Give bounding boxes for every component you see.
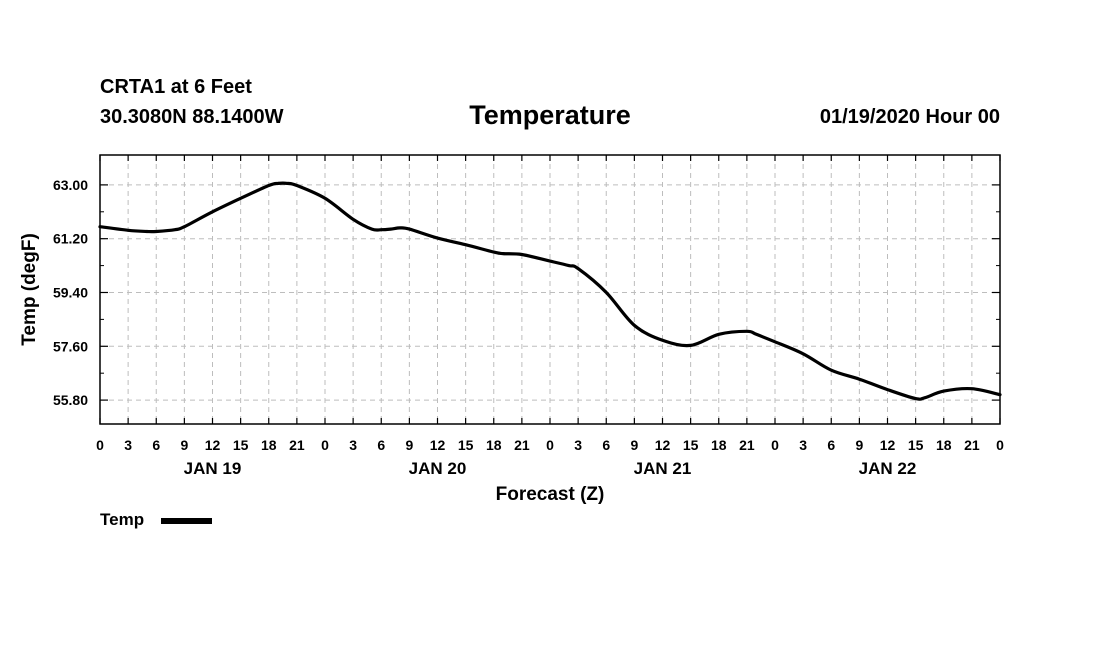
- x-tick-label: 9: [180, 437, 188, 453]
- day-label: JAN 19: [184, 459, 242, 478]
- y-axis-title: Temp (degF): [19, 233, 40, 346]
- axis-labels: 0 3 6 9 12 15 18 21 0 3 6 9 12 15 18 21 0 3 6 9 12 15 18 21 0 3 6 9…: [19, 177, 1004, 505]
- y-tick-label: 55.80: [53, 392, 88, 408]
- x-tick-label: 15: [683, 437, 699, 453]
- x-axis-title: Forecast (Z): [496, 484, 605, 505]
- x-tick-label: 9: [855, 437, 863, 453]
- x-tick-label: 0: [96, 437, 104, 453]
- x-tick-label: 3: [574, 437, 582, 453]
- day-label: JAN 21: [634, 459, 692, 478]
- x-tick-label: 0: [546, 437, 554, 453]
- y-tick-label: 59.40: [53, 284, 88, 300]
- x-tick-label: 12: [430, 437, 446, 453]
- y-tick-label: 57.60: [53, 338, 88, 354]
- axis-ticks: [99, 155, 1001, 424]
- x-tick-label: 18: [711, 437, 727, 453]
- chart-title: Temperature: [469, 100, 631, 130]
- x-tick-label: 15: [233, 437, 249, 453]
- x-tick-label: 21: [964, 437, 980, 453]
- x-tick-label: 6: [377, 437, 385, 453]
- forecast-datetime: 01/19/2020 Hour 00: [819, 106, 1000, 128]
- day-label: JAN 22: [859, 459, 917, 478]
- x-tick-label: 18: [261, 437, 277, 453]
- x-tick-label: 6: [152, 437, 160, 453]
- x-tick-label: 3: [799, 437, 807, 453]
- x-tick-label: 21: [289, 437, 305, 453]
- x-tick-label: 12: [880, 437, 896, 453]
- grid: [100, 155, 1000, 424]
- station-label: CRTA1 at 6 Feet: [100, 76, 252, 98]
- day-label: JAN 20: [409, 459, 467, 478]
- x-tick-label: 12: [655, 437, 671, 453]
- x-tick-label: 15: [908, 437, 924, 453]
- x-tick-label: 0: [771, 437, 779, 453]
- x-tick-label: 0: [321, 437, 329, 453]
- legend-label: Temp: [100, 510, 144, 529]
- legend: Temp: [100, 510, 212, 529]
- series-line-temp: [98, 181, 1002, 401]
- y-tick-label: 63.00: [53, 177, 88, 193]
- x-tick-label: 0: [996, 437, 1004, 453]
- x-tick-label: 6: [602, 437, 610, 453]
- x-tick-label: 3: [349, 437, 357, 453]
- x-tick-label: 12: [205, 437, 221, 453]
- series-layer: [98, 181, 1002, 401]
- x-tick-label: 9: [405, 437, 413, 453]
- x-tick-label: 9: [630, 437, 638, 453]
- x-tick-label: 15: [458, 437, 474, 453]
- x-tick-label: 21: [514, 437, 530, 453]
- x-tick-label: 18: [486, 437, 502, 453]
- y-tick-label: 61.20: [53, 231, 88, 247]
- x-tick-label: 3: [124, 437, 132, 453]
- x-tick-label: 18: [936, 437, 952, 453]
- x-tick-label: 6: [827, 437, 835, 453]
- coordinates-label: 30.3080N 88.1400W: [100, 106, 284, 128]
- x-tick-label: 21: [739, 437, 755, 453]
